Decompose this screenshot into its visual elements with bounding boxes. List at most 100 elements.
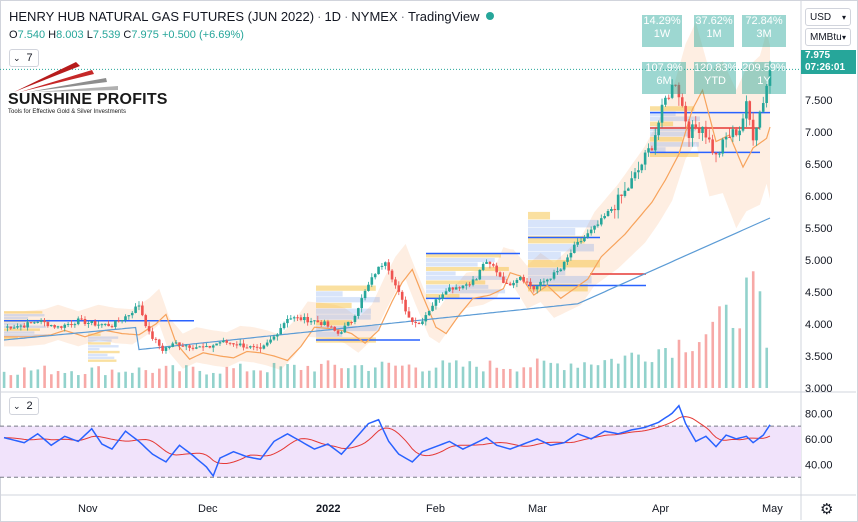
candle-body [90, 320, 94, 323]
volume-bar [319, 363, 323, 388]
candle-body [100, 324, 104, 326]
rsi-indicators-toggle[interactable]: ⌄ 2 [9, 397, 39, 415]
candle-body [576, 241, 579, 245]
candle-body [596, 224, 600, 226]
candle-body [421, 321, 424, 325]
open-label: O [9, 29, 18, 41]
volume-bar [232, 368, 235, 388]
candle-body [529, 281, 532, 286]
volume-bar [745, 277, 748, 388]
gear-icon[interactable]: ⚙ [820, 501, 834, 518]
high-label: H [48, 29, 57, 41]
market-status-icon [485, 12, 494, 20]
volume-bar [131, 372, 134, 388]
volume-profile-bar [528, 219, 599, 228]
volume-bar [198, 370, 202, 388]
volume-bar [2, 371, 6, 388]
candle-body [306, 316, 310, 323]
candle-body [70, 324, 73, 326]
candle-body [373, 274, 377, 278]
candle-body [117, 320, 121, 322]
perf-value: 107.9% [645, 62, 683, 74]
volume-bar [468, 361, 472, 388]
perf-value: 72.84% [745, 15, 783, 27]
volume-bar [495, 367, 499, 388]
candle-body [535, 286, 539, 290]
volume-profile-bar [316, 285, 376, 291]
candle-body [613, 208, 617, 211]
candle-body [481, 263, 485, 270]
volume-profile-bar [88, 345, 119, 348]
currency-value: USD [810, 12, 832, 23]
candle-body [171, 343, 175, 347]
price-tick-label: 5.500 [805, 223, 833, 235]
time-tick-label: Feb [426, 503, 445, 515]
volume-bar [488, 360, 492, 388]
currency-select[interactable]: USD ▾ [805, 8, 851, 26]
volume-bar [245, 371, 249, 388]
candle-body [299, 317, 303, 321]
candle-body [289, 318, 293, 320]
volume-bar [266, 372, 269, 388]
candle-body [566, 257, 569, 262]
candle-body [130, 312, 134, 316]
candle-body [761, 103, 765, 112]
rsi-tick-label: 60.00 [805, 434, 833, 446]
time-tick-label: Mar [528, 503, 547, 515]
volume-bar [205, 374, 208, 388]
volume-bar [29, 370, 33, 388]
candle-body [174, 342, 178, 344]
candle-body [653, 135, 657, 151]
candle-body [549, 278, 552, 280]
candle-body [687, 121, 691, 138]
price-tick-label: 6.500 [805, 159, 833, 171]
candle-body [434, 299, 438, 306]
volume-profile-bar [426, 275, 507, 280]
volume-bar [70, 371, 73, 388]
volume-bar [643, 361, 647, 388]
interval-label[interactable]: 1D [324, 9, 342, 24]
indicators-toggle[interactable]: ⌄ 7 [9, 49, 39, 67]
candle-body [640, 164, 644, 171]
candle-body [215, 343, 218, 346]
volume-profile-bar [426, 262, 478, 267]
volume-profile-bar [650, 142, 699, 147]
volume-bar [630, 352, 634, 388]
candle-body [451, 287, 455, 290]
candle-body [542, 281, 546, 283]
volume-bar [549, 362, 553, 388]
candle-body [161, 345, 164, 351]
volume-profile-bar [528, 267, 566, 276]
candle-body [414, 321, 417, 323]
candle-body [19, 325, 23, 327]
price-tick-label: 6.000 [805, 191, 833, 203]
chevron-down-icon: ⌄ [13, 401, 21, 411]
candle-body [353, 315, 357, 322]
volume-bar [765, 347, 769, 388]
volume-bar [178, 371, 181, 388]
candle-body [488, 261, 492, 265]
volume-profile-bar [426, 289, 506, 294]
volume-bar [664, 348, 667, 388]
candle-body [734, 129, 738, 136]
volume-bar [117, 372, 121, 388]
candle-body [63, 324, 67, 328]
sunshine-profits-logo: SUNSHINE PROFITS Tools for Effective Gol… [6, 60, 167, 120]
candle-body [623, 190, 627, 196]
candle-body [454, 287, 458, 290]
volume-profile-bar [4, 311, 43, 314]
rsi-tick-label: 40.00 [805, 459, 833, 471]
candle-body [282, 323, 286, 329]
volume-bar [535, 358, 539, 388]
candle-body [758, 111, 762, 128]
candle-body [33, 322, 36, 324]
candle-body [441, 294, 444, 299]
symbol-title[interactable]: HENRY HUB NATURAL GAS FUTURES (JUN 2022) [9, 9, 315, 24]
candle-body [589, 229, 593, 234]
candle-body [147, 326, 151, 332]
candle-body [718, 153, 721, 155]
last-price: 7.975 [805, 50, 831, 61]
unit-select[interactable]: MMBtu ▾ [805, 28, 851, 46]
candle-body [525, 281, 529, 283]
